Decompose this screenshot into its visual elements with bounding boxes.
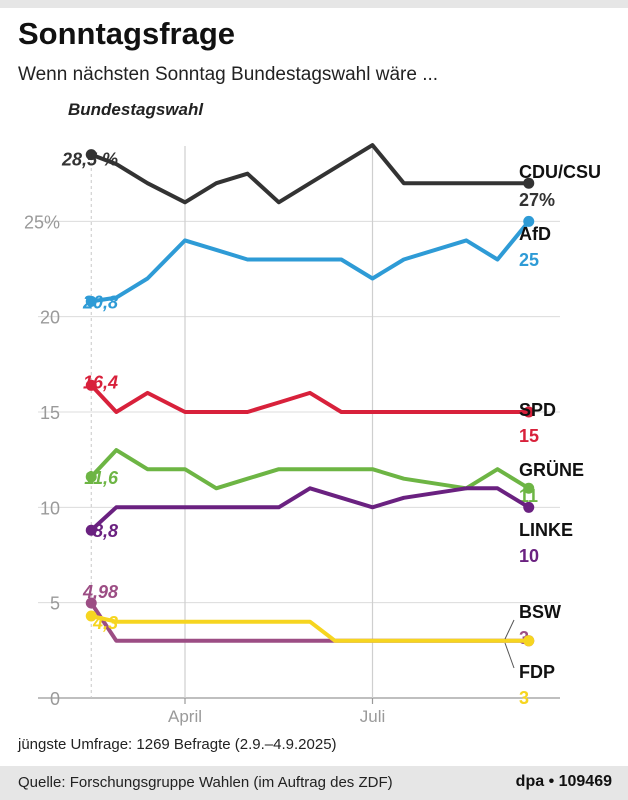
series-name-label: BSW (519, 602, 561, 622)
series-name-label: FDP (519, 662, 555, 682)
series-start-point (85, 295, 97, 307)
credit-text: dpa • 109469 (515, 773, 612, 790)
series-end-value: 3 (519, 628, 529, 648)
source-text: Quelle: Forschungsgruppe Wahlen (im Auft… (18, 774, 393, 791)
series-start-label: 4,3 (92, 613, 118, 633)
series-end-value: 11 (519, 486, 538, 506)
series-start-label: 28,5 % (61, 150, 118, 170)
series-start-label: 16,4 (83, 372, 118, 392)
y-tick-label: 25% (24, 212, 60, 232)
y-tick-label: 5 (50, 594, 60, 614)
top-bar (0, 0, 628, 8)
x-tick-label: Juli (360, 707, 386, 726)
series-start-label: 4,98 (82, 582, 118, 602)
series-line-afd (89, 219, 531, 304)
series-end-point (523, 177, 535, 189)
series-name-label: AfD (519, 224, 551, 244)
line-chart: 0 5 10 15 20 25% April Juli 28,5 % CDU/CSU 27% 20,8… (24, 143, 601, 726)
series-name-label: LINKE (519, 520, 573, 540)
series-name-label: GRÜNE (519, 460, 584, 480)
series-end-point (523, 501, 535, 513)
series-name-label: CDU/CSU (519, 162, 601, 182)
footer-bar: Quelle: Forschungsgruppe Wahlen (im Auft… (0, 766, 628, 800)
series-line-cdu/csu (89, 143, 531, 205)
series-start-label: 11,6 (84, 468, 119, 488)
chart-subtitle: Wenn nächsten Sonntag Bundestagswahl wär… (18, 64, 439, 85)
axis-caption: Bundestagswahl (68, 100, 204, 119)
series-start-point (85, 471, 97, 483)
series-end-value: 10 (519, 546, 539, 566)
series-start-point (85, 379, 97, 391)
series-line-linke (89, 486, 531, 533)
series-start-point (85, 597, 97, 609)
series-name-label: SPD (519, 400, 556, 420)
series-line-fdp (89, 614, 531, 643)
y-tick-label: 0 (50, 689, 60, 709)
series-line-grüne (89, 448, 531, 491)
bsw-leader (504, 619, 515, 640)
series-start-label: 20,8 (82, 292, 118, 312)
series-end-value: 25 (519, 250, 539, 270)
fdp-leader (504, 642, 515, 669)
y-tick-label: 15 (40, 403, 60, 423)
series-end-point (523, 215, 535, 227)
series-start-label: 8,8 (93, 521, 118, 541)
series-line-spd (89, 383, 531, 414)
chart-title: Sonntagsfrage (18, 16, 236, 51)
series-end-value: 15 (519, 426, 539, 446)
series-end-point (523, 482, 535, 494)
y-tick-label: 10 (40, 498, 60, 518)
y-tick-label: 20 (40, 308, 60, 328)
survey-note: jüngste Umfrage: 1269 Befragte (2.9.–4.9… (18, 736, 337, 753)
series-end-value: 27% (519, 190, 555, 210)
series-start-point (85, 610, 97, 622)
series-end-point (523, 635, 535, 647)
series-start-point (85, 524, 97, 536)
series-end-value: 3 (519, 688, 529, 708)
series-start-point (85, 149, 97, 161)
x-tick-label: April (168, 707, 202, 726)
series-end-point (523, 406, 535, 418)
